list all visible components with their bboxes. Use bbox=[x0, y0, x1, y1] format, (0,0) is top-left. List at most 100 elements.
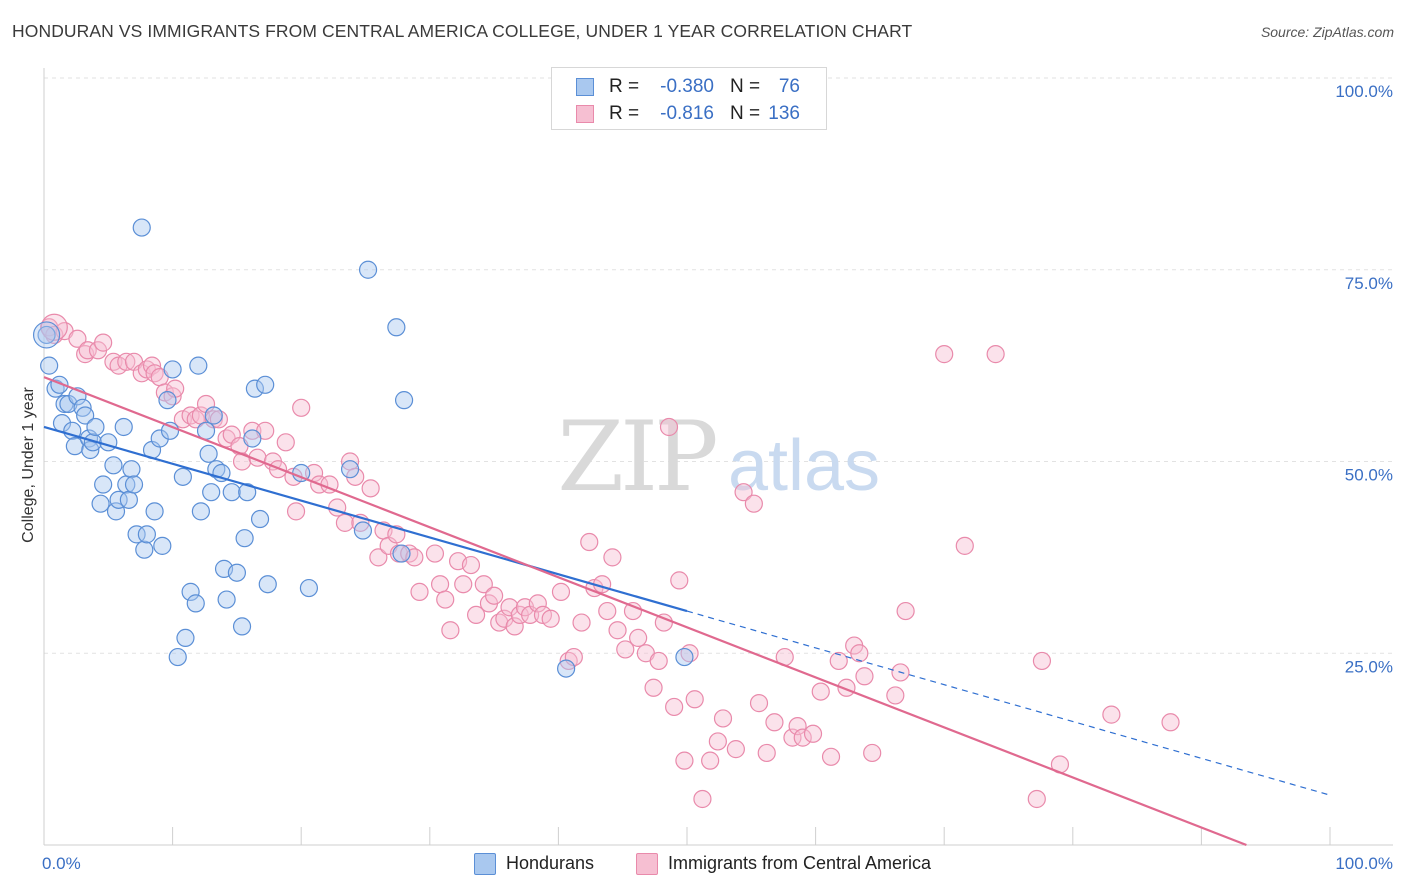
legend-r-value: -0.380 bbox=[660, 76, 714, 97]
data-point-hondurans bbox=[204, 406, 223, 425]
data-point-immigrants bbox=[369, 548, 388, 567]
data-point-hondurans bbox=[145, 502, 164, 521]
series-immigrants-points bbox=[40, 313, 1180, 809]
data-point-immigrants bbox=[551, 582, 571, 601]
data-point-hondurans bbox=[63, 421, 82, 440]
data-point-immigrants bbox=[644, 678, 663, 697]
trend-lines bbox=[43, 376, 1331, 847]
data-point-immigrants bbox=[1161, 713, 1180, 732]
data-point-immigrants bbox=[811, 682, 830, 701]
data-point-immigrants bbox=[649, 651, 668, 671]
data-point-hondurans bbox=[176, 628, 195, 648]
data-point-immigrants bbox=[528, 594, 547, 613]
data-point-hondurans bbox=[106, 502, 126, 521]
y-tick-label: 75.0% bbox=[1345, 274, 1393, 293]
data-point-immigrants bbox=[829, 651, 848, 671]
legend-swatch-blue bbox=[576, 78, 594, 96]
data-point-hondurans bbox=[222, 483, 241, 502]
data-point-hondurans bbox=[394, 391, 414, 410]
y-tick-label: 100.0% bbox=[1335, 82, 1393, 101]
data-point-immigrants bbox=[1027, 789, 1046, 809]
legend-r-value: -0.816 bbox=[660, 103, 714, 124]
data-point-hondurans bbox=[392, 544, 411, 563]
data-point-hondurans bbox=[238, 483, 257, 502]
data-point-immigrants bbox=[935, 345, 954, 364]
data-point-hondurans bbox=[119, 490, 138, 509]
data-point-immigrants bbox=[744, 494, 763, 513]
legend-swatch-blue bbox=[474, 853, 496, 875]
data-point-immigrants bbox=[572, 613, 591, 632]
correlation-legend: R = -0.380 N = 76 R = -0.816 N = 136 bbox=[551, 67, 827, 130]
data-point-immigrants bbox=[886, 686, 905, 705]
data-point-immigrants bbox=[466, 605, 486, 625]
data-point-immigrants bbox=[436, 590, 455, 609]
data-point-hondurans bbox=[243, 429, 262, 448]
data-point-immigrants bbox=[485, 586, 504, 605]
data-point-immigrants bbox=[603, 548, 622, 567]
data-point-immigrants bbox=[685, 690, 704, 709]
data-point-hondurans bbox=[114, 417, 133, 437]
legend-row-immigrants: R = -0.816 N = 136 bbox=[552, 100, 826, 128]
data-point-immigrants bbox=[461, 555, 481, 575]
data-point-immigrants bbox=[598, 601, 617, 621]
data-point-hondurans bbox=[227, 563, 246, 582]
data-point-hondurans bbox=[99, 433, 118, 452]
x-tick-label: 100.0% bbox=[1335, 854, 1393, 873]
data-point-immigrants bbox=[708, 732, 727, 751]
data-point-immigrants bbox=[78, 341, 97, 360]
data-point-immigrants bbox=[425, 544, 445, 563]
data-point-hondurans bbox=[132, 218, 151, 237]
data-point-hondurans bbox=[250, 509, 270, 529]
data-point-immigrants bbox=[757, 743, 776, 763]
data-point-immigrants bbox=[1102, 705, 1121, 724]
data-point-immigrants bbox=[286, 502, 306, 521]
data-point-hondurans bbox=[181, 582, 200, 601]
data-point-hondurans bbox=[199, 444, 218, 463]
data-point-hondurans bbox=[137, 525, 156, 544]
data-point-hondurans bbox=[189, 356, 208, 375]
data-point-hondurans bbox=[163, 360, 182, 379]
data-point-immigrants bbox=[500, 598, 519, 617]
data-point-immigrants bbox=[659, 417, 679, 437]
data-point-immigrants bbox=[803, 724, 823, 743]
y-axis-label: College, Under 1 year bbox=[20, 387, 37, 543]
data-point-hondurans bbox=[387, 318, 406, 337]
data-point-hondurans bbox=[109, 490, 128, 509]
data-point-immigrants bbox=[629, 628, 648, 648]
data-point-immigrants bbox=[430, 575, 450, 594]
data-point-immigrants bbox=[441, 621, 460, 640]
axes bbox=[43, 68, 1393, 846]
grid-lines bbox=[44, 77, 1393, 654]
data-point-immigrants bbox=[788, 717, 807, 736]
data-point-immigrants bbox=[616, 640, 635, 659]
data-point-immigrants bbox=[454, 575, 473, 594]
data-point-immigrants bbox=[693, 789, 712, 809]
data-point-immigrants bbox=[986, 345, 1005, 364]
y-tick-label: 25.0% bbox=[1345, 657, 1393, 676]
data-point-hondurans bbox=[217, 590, 236, 609]
x-tick-label: 0.0% bbox=[42, 854, 81, 873]
data-point-hondurans bbox=[557, 659, 576, 678]
legend-label-hondurans: Hondurans bbox=[506, 853, 595, 873]
data-point-hondurans bbox=[76, 406, 95, 425]
data-point-hondurans bbox=[124, 475, 144, 494]
data-point-hondurans bbox=[86, 417, 105, 437]
data-point-immigrants bbox=[608, 621, 627, 640]
data-point-hondurans bbox=[186, 594, 205, 613]
data-point-hondurans bbox=[150, 429, 169, 448]
data-point-hondurans bbox=[160, 421, 180, 440]
data-point-immigrants bbox=[243, 421, 262, 440]
data-point-hondurans bbox=[135, 540, 154, 559]
trendline-hondurans bbox=[43, 425, 688, 613]
data-point-immigrants bbox=[40, 313, 68, 341]
data-point-immigrants bbox=[665, 697, 684, 717]
data-point-immigrants bbox=[117, 352, 136, 371]
data-point-immigrants bbox=[713, 709, 733, 728]
trendline-hondurans-extension bbox=[686, 610, 1331, 796]
trendline-immigrants bbox=[43, 376, 1247, 847]
data-point-immigrants bbox=[94, 333, 113, 352]
y-tick-label: 50.0% bbox=[1345, 466, 1393, 485]
chart-title: HONDURAN VS IMMIGRANTS FROM CENTRAL AMER… bbox=[12, 21, 913, 41]
series-legend: Hondurans Immigrants from Central Americ… bbox=[0, 852, 1406, 878]
